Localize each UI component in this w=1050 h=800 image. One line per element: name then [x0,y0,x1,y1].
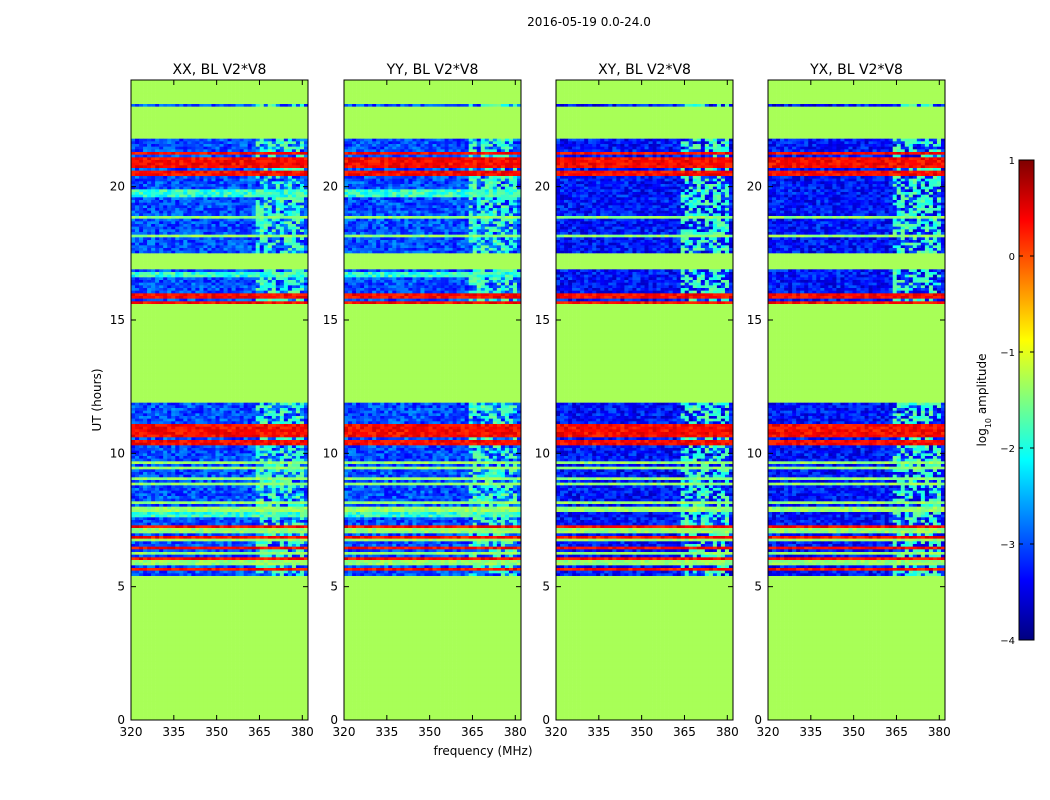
colorbar-label: log10 amplitude [975,354,993,447]
figure-suptitle: 2016-05-19 0.0-24.0 [527,15,651,29]
heatmap-image [344,80,522,721]
x-tick-label: 365 [885,725,908,739]
colorbar-label-subscript: 10 [984,418,993,428]
x-tick-label: 380 [504,725,527,739]
y-tick-label: 0 [117,713,125,727]
x-tick-label: 350 [205,725,228,739]
x-tick-label: 320 [120,725,143,739]
x-axis-label: frequency (MHz) [433,744,532,758]
y-tick-label: 15 [323,313,338,327]
colorbar: −4 −3 −2 −1 0 1 log10 amplitude [975,156,1035,647]
x-tick-label: 350 [842,725,865,739]
y-tick-label: 20 [747,180,762,194]
panel-yy: YY, BL V2*V8 320 335 350 365 380 0 5 10 15 20 [323,62,527,739]
x-tick-label: 335 [799,725,822,739]
x-tick-label: 320 [545,725,568,739]
y-tick-label: 5 [542,580,550,594]
panel-xy: XY, BL V2*V8 320 335 350 365 380 0 5 10 15 20 [535,62,739,739]
y-tick-label: 15 [535,313,550,327]
y-tick-label: 10 [323,446,338,460]
x-tick-label: 380 [291,725,314,739]
y-tick-label: 15 [747,313,762,327]
axes-frame [767,79,946,721]
panel-title: YX, BL V2*V8 [809,62,903,78]
x-tick-label: 350 [630,725,653,739]
y-tick-label: 5 [754,580,762,594]
x-tick-label: 320 [333,725,356,739]
axes-frame [343,79,522,721]
x-tick-label: 365 [248,725,271,739]
y-tick-label: 0 [330,713,338,727]
colorbar-label-rest: amplitude [975,354,989,418]
y-tick-label: 20 [535,180,550,194]
x-tick-label: 380 [928,725,951,739]
panel-title: XY, BL V2*V8 [598,62,691,78]
y-tick-label: 5 [330,580,338,594]
colorbar-tick-label: −4 [1000,636,1015,647]
y-tick-label: 0 [542,713,550,727]
colorbar-tick-label: 1 [1009,156,1015,167]
y-axis-label: UT (hours) [90,368,104,431]
colorbar-tick-label: −3 [1000,540,1015,551]
panel-yx: YX, BL V2*V8 320 335 350 365 380 0 5 10 15 20 [747,62,951,739]
x-tick-label: 350 [418,725,441,739]
colorbar-tick-label: −1 [1000,348,1015,359]
heatmap-image [768,80,946,721]
axes-frame [130,79,309,721]
x-tick-label: 380 [716,725,739,739]
x-tick-label: 365 [673,725,696,739]
axes-frame [555,79,734,721]
y-tick-label: 20 [323,180,338,194]
y-tick-label: 15 [110,313,125,327]
x-tick-label: 335 [375,725,398,739]
heatmap-image [556,80,734,721]
y-tick-label: 20 [110,180,125,194]
colorbar-gradient [1018,159,1035,641]
x-tick-label: 320 [757,725,780,739]
y-tick-label: 5 [117,580,125,594]
colorbar-label-log: log [975,428,989,446]
y-tick-label: 10 [110,446,125,460]
panel-xx: XX, BL V2*V8 320 335 350 365 380 0 5 10 15 20 [110,62,314,739]
panel-title: YY, BL V2*V8 [386,62,479,78]
x-tick-label: 335 [162,725,185,739]
y-tick-label: 10 [747,446,762,460]
colorbar-tick-label: 0 [1009,252,1015,263]
x-tick-label: 335 [587,725,610,739]
colorbar-tick-label: −2 [1000,444,1015,455]
y-tick-label: 0 [754,713,762,727]
panel-title: XX, BL V2*V8 [173,62,267,78]
x-tick-label: 365 [461,725,484,739]
y-tick-label: 10 [535,446,550,460]
heatmap-image [131,80,309,721]
